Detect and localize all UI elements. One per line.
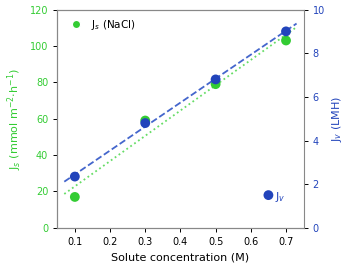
Text: J$_v$: J$_v$	[275, 190, 286, 204]
Y-axis label: J$_v$ (LMH): J$_v$ (LMH)	[330, 96, 344, 142]
Point	[142, 118, 148, 123]
Legend: J$_s$ (NaCl): J$_s$ (NaCl)	[62, 15, 138, 35]
Point	[283, 38, 289, 43]
Y-axis label: J$_s$ (mmol m$^{-2}$$\cdot$h$^{-1}$): J$_s$ (mmol m$^{-2}$$\cdot$h$^{-1}$)	[6, 68, 24, 170]
Point	[213, 82, 218, 86]
X-axis label: Solute concentration (M): Solute concentration (M)	[111, 252, 250, 262]
Point	[72, 195, 78, 199]
Point	[142, 121, 148, 125]
Point	[213, 77, 218, 81]
Point	[266, 193, 271, 197]
Point	[72, 174, 78, 179]
Point	[283, 29, 289, 34]
